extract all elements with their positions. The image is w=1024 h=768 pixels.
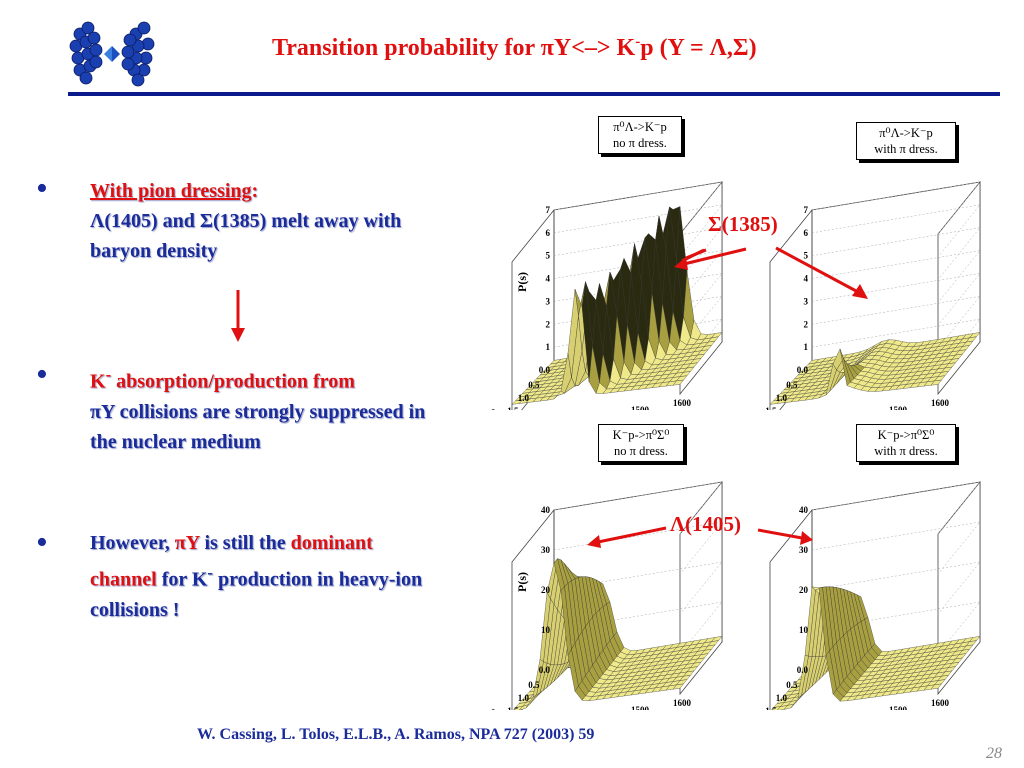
svg-text:10: 10 <box>799 625 809 635</box>
page-number: 28 <box>986 745 1002 762</box>
svg-text:20: 20 <box>799 585 809 595</box>
svg-text:1.0: 1.0 <box>518 693 530 703</box>
svg-text:1: 1 <box>804 342 809 352</box>
svg-text:1.0: 1.0 <box>518 393 530 403</box>
svg-text:1500: 1500 <box>889 405 908 410</box>
svg-text:40: 40 <box>799 505 809 515</box>
bullet-1-text: With pion dressing: Λ(1405) and Σ(1385) … <box>90 180 402 262</box>
panel-label-4: K⁻p->π⁰Σ⁰ with π dress. <box>856 424 956 462</box>
svg-text:1.5: 1.5 <box>507 706 519 710</box>
surface-plot-kp-pi0sigma0-with-dress: 0.0102030400.51.01.52.012001300140015001… <box>765 480 981 710</box>
arrow-to-sigma-left <box>674 247 747 270</box>
surface-plot-kp-pi0sigma0-no-dress: 0.0102030400.51.01.52.012001300140015001… <box>487 480 723 710</box>
sigma1385-annotation: Σ(1385) <box>708 212 778 236</box>
lambda1405-annotation: Λ(1405) <box>670 512 742 536</box>
svg-text:0.0: 0.0 <box>539 365 551 375</box>
surface-plot-pi0lambda-no-dress: 0.012345670.51.01.52.0120013001400150016… <box>487 180 723 410</box>
svg-text:1600: 1600 <box>673 398 692 408</box>
bullet-2-text: K- absorption/production from πY collisi… <box>90 365 426 453</box>
svg-text:2: 2 <box>546 319 551 329</box>
bullet-3-text: However, πY is still the dominant channe… <box>90 532 423 621</box>
arrow-to-lambda-right <box>757 528 813 545</box>
svg-text:1: 1 <box>546 342 551 352</box>
svg-text:2: 2 <box>804 319 809 329</box>
svg-text:1500: 1500 <box>889 705 908 710</box>
svg-text:1600: 1600 <box>931 698 950 708</box>
svg-text:5: 5 <box>546 251 551 261</box>
svg-text:1500: 1500 <box>631 705 650 710</box>
svg-text:1.5: 1.5 <box>765 706 777 710</box>
nucleus-logo-icon <box>69 21 155 87</box>
panel-label-3: K⁻p->π⁰Σ⁰ no π dress. <box>598 424 684 462</box>
svg-text:3: 3 <box>546 296 551 306</box>
svg-text:0.0: 0.0 <box>797 365 809 375</box>
svg-text:0.5: 0.5 <box>786 380 798 390</box>
svg-text:ρ/ρ₀: ρ/ρ₀ <box>487 704 512 710</box>
svg-text:6: 6 <box>546 228 551 238</box>
svg-text:0.5: 0.5 <box>528 380 540 390</box>
svg-text:1600: 1600 <box>673 698 692 708</box>
bullet-dot: • <box>36 356 48 393</box>
panel-label-2: π⁰Λ->K⁻p with π dress. <box>856 122 956 160</box>
arrow-to-sigma-right <box>775 246 868 299</box>
svg-text:5: 5 <box>804 251 809 261</box>
svg-text:P(s): P(s) <box>515 272 529 292</box>
svg-text:10: 10 <box>541 625 551 635</box>
svg-text:7: 7 <box>804 205 809 215</box>
title-divider <box>68 92 1000 96</box>
svg-text:30: 30 <box>799 545 809 555</box>
bullet-dot: • <box>36 170 48 207</box>
citation: W. Cassing, L. Tolos, E.L.B., A. Ramos, … <box>197 726 595 743</box>
svg-text:30: 30 <box>541 545 551 555</box>
svg-text:0.5: 0.5 <box>528 680 540 690</box>
svg-text:3: 3 <box>804 296 809 306</box>
svg-text:1.0: 1.0 <box>776 393 788 403</box>
svg-text:6: 6 <box>804 228 809 238</box>
svg-text:4: 4 <box>546 274 551 284</box>
arrow-to-lambda-left <box>587 526 667 548</box>
svg-text:40: 40 <box>541 505 551 515</box>
svg-text:1500: 1500 <box>631 405 650 410</box>
svg-text:1600: 1600 <box>931 398 950 408</box>
svg-text:0.0: 0.0 <box>797 665 809 675</box>
page-title: Transition probability for πY<–> K-p (Y … <box>272 34 757 61</box>
svg-text:1.0: 1.0 <box>776 693 788 703</box>
bullet-dot: • <box>36 524 48 561</box>
svg-text:20: 20 <box>541 585 551 595</box>
svg-text:7: 7 <box>546 205 551 215</box>
svg-text:P(s): P(s) <box>515 572 529 592</box>
svg-text:1.5: 1.5 <box>765 406 777 410</box>
surface-plot-pi0lambda-with-dress: 0.012345670.51.01.52.0120013001400150016… <box>765 180 981 410</box>
svg-text:4: 4 <box>804 274 809 284</box>
svg-text:0.0: 0.0 <box>539 665 551 675</box>
svg-text:0.5: 0.5 <box>786 680 798 690</box>
svg-text:1.5: 1.5 <box>507 406 519 410</box>
panel-label-1: π⁰Λ->K⁻p no π dress. <box>598 116 682 154</box>
down-arrow-icon <box>231 290 245 342</box>
svg-text:ρ/ρ₀: ρ/ρ₀ <box>487 404 512 410</box>
